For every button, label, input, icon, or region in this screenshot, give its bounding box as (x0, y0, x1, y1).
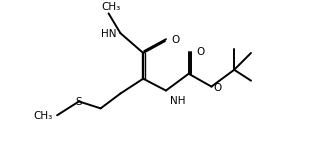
Text: O: O (196, 47, 205, 57)
Text: O: O (213, 83, 222, 93)
Text: CH₃: CH₃ (101, 2, 120, 12)
Text: HN: HN (101, 29, 116, 39)
Text: CH₃: CH₃ (33, 111, 52, 121)
Text: NH: NH (170, 96, 185, 106)
Text: S: S (76, 97, 82, 107)
Text: O: O (172, 35, 180, 45)
